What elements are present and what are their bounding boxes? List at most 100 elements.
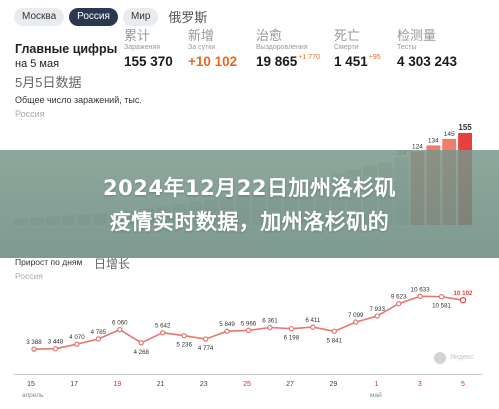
- stat-new: 新增 За сутки +10 102: [188, 28, 238, 70]
- month-label-may: май: [370, 392, 382, 399]
- x-tick-label: 29: [329, 381, 338, 388]
- point-label: 6 361: [262, 317, 278, 324]
- stat-deaths-value: 1 451+95: [334, 54, 381, 69]
- point-label: 5 642: [155, 323, 171, 330]
- total-chart-title: Общее число заражений, тыс.: [15, 95, 142, 105]
- line-point[interactable]: [202, 336, 209, 342]
- stat-recovered: 治愈 Выздоровления 19 865+1 770: [256, 28, 320, 70]
- x-tick-label: 3: [417, 381, 422, 388]
- stat-tests-number: 4 303 243: [397, 54, 458, 69]
- point-label: 7 099: [348, 312, 364, 319]
- line-point[interactable]: [74, 341, 80, 347]
- point-label: 4 774: [198, 345, 214, 352]
- bar-value-label: 134: [428, 137, 439, 144]
- main-title: Главные цифры: [15, 42, 118, 56]
- line-point[interactable]: [331, 328, 337, 334]
- x-tick-label: 5: [461, 381, 465, 388]
- x-tick-label: 17: [70, 381, 79, 388]
- x-tick-label: 19: [113, 381, 122, 388]
- stat-total-value: 155 370: [124, 54, 173, 69]
- x-tick-label: 15: [27, 381, 35, 388]
- line-point[interactable]: [353, 319, 359, 325]
- x-tick-label: 21: [156, 381, 165, 388]
- stat-tests-cn: 检测量: [397, 28, 437, 43]
- line-point[interactable]: [31, 346, 37, 352]
- line-point[interactable]: [52, 346, 59, 352]
- point-label: 3 388: [26, 339, 42, 346]
- x-tick-label: 27: [286, 381, 295, 388]
- tab-world[interactable]: Мир: [122, 7, 159, 26]
- stat-recovered-label: Выздоровления: [256, 44, 308, 51]
- daily-chart-title: Прирост по дням: [15, 257, 83, 267]
- stat-total-number: 155 370: [124, 54, 173, 69]
- line-point[interactable]: [459, 296, 467, 304]
- bar-value-label: 124: [412, 143, 423, 150]
- tab-moscow[interactable]: Москва: [14, 7, 65, 26]
- line-point[interactable]: [395, 300, 402, 307]
- line-point[interactable]: [417, 293, 423, 300]
- line-point[interactable]: [117, 326, 123, 333]
- stat-new-number: +10 102: [188, 54, 238, 69]
- stat-new-cn: 新增: [188, 28, 215, 43]
- line-point[interactable]: [181, 332, 187, 339]
- stat-total-label: Заражения: [124, 44, 161, 51]
- stat-recovered-cn: 治愈: [256, 28, 283, 43]
- line-point[interactable]: [310, 324, 316, 330]
- tab-russia[interactable]: Россия: [69, 7, 118, 26]
- point-label: 10 102: [454, 290, 473, 297]
- point-label: 5 236: [176, 342, 192, 349]
- stat-recovered-delta: +1 770: [298, 54, 320, 61]
- stat-tests: 检测量 Тесты 4 303 243: [397, 28, 457, 70]
- stat-deaths-label: Смерти: [334, 44, 359, 51]
- bar-value-label: 155: [458, 123, 472, 132]
- line-point[interactable]: [245, 327, 252, 334]
- point-label: 4 070: [69, 334, 85, 341]
- point-label: 7 933: [369, 306, 385, 313]
- point-label: 5 841: [327, 337, 343, 344]
- line-point[interactable]: [288, 325, 295, 332]
- line-point[interactable]: [159, 330, 166, 336]
- tab-caption-cn: 俄罗斯: [168, 10, 208, 25]
- point-label: 10 581: [432, 303, 451, 310]
- headline-line-1: 2024年12月22日加州洛杉矶: [103, 176, 396, 200]
- daily-growth-line-chart: 3 388 3 448 4 070 4 785 6 060 4 268 5 642 5 236…: [26, 286, 473, 356]
- line-point[interactable]: [438, 294, 445, 300]
- month-label-april: апрель: [22, 392, 44, 399]
- line-point[interactable]: [138, 340, 144, 346]
- stat-deaths-delta: +95: [368, 54, 381, 61]
- x-tick-label: 23: [199, 381, 208, 388]
- line-point[interactable]: [267, 324, 273, 331]
- bar-value-label: 145: [444, 131, 455, 138]
- stat-new-label: За сутки: [188, 44, 216, 51]
- stat-recovered-number: 19 865: [256, 54, 298, 69]
- watermark-text: Яндекс: [450, 354, 474, 361]
- stat-total: 累计 Заражения 155 370: [124, 28, 173, 70]
- point-label: 5 849: [219, 321, 235, 328]
- line-point[interactable]: [95, 336, 102, 342]
- x-axis-line: [14, 374, 482, 375]
- main-date-cn: 5月5日数据: [15, 75, 82, 90]
- point-label: 5 966: [241, 320, 257, 327]
- main-date: на 5 мая: [15, 58, 60, 70]
- stat-deaths-number: 1 451: [334, 54, 368, 69]
- headline-line-2: 疫情实时数据，加州洛杉矶的: [109, 210, 390, 234]
- stat-total-cn: 累计: [124, 28, 151, 43]
- point-label: 10 633: [411, 286, 430, 293]
- region-tabs: Москва Россия Мир 俄罗斯: [14, 7, 207, 26]
- stat-tests-value: 4 303 243: [397, 54, 457, 69]
- point-label: 6 060: [112, 320, 128, 327]
- x-tick-label: 1: [374, 381, 379, 388]
- stat-recovered-value: 19 865+1 770: [256, 54, 320, 69]
- point-label: 4 268: [134, 349, 150, 356]
- point-label: 9 623: [391, 294, 407, 301]
- line-point[interactable]: [224, 328, 230, 334]
- line-point[interactable]: [374, 313, 380, 319]
- stat-tests-label: Тесты: [397, 44, 417, 51]
- daily-chart-region: Россия: [15, 271, 43, 281]
- point-label: 6 411: [305, 317, 321, 324]
- point-label: 4 785: [91, 329, 107, 336]
- yandex-logo-icon: [434, 352, 446, 364]
- x-tick-label: 25: [243, 381, 251, 388]
- point-label: 6 198: [284, 335, 300, 342]
